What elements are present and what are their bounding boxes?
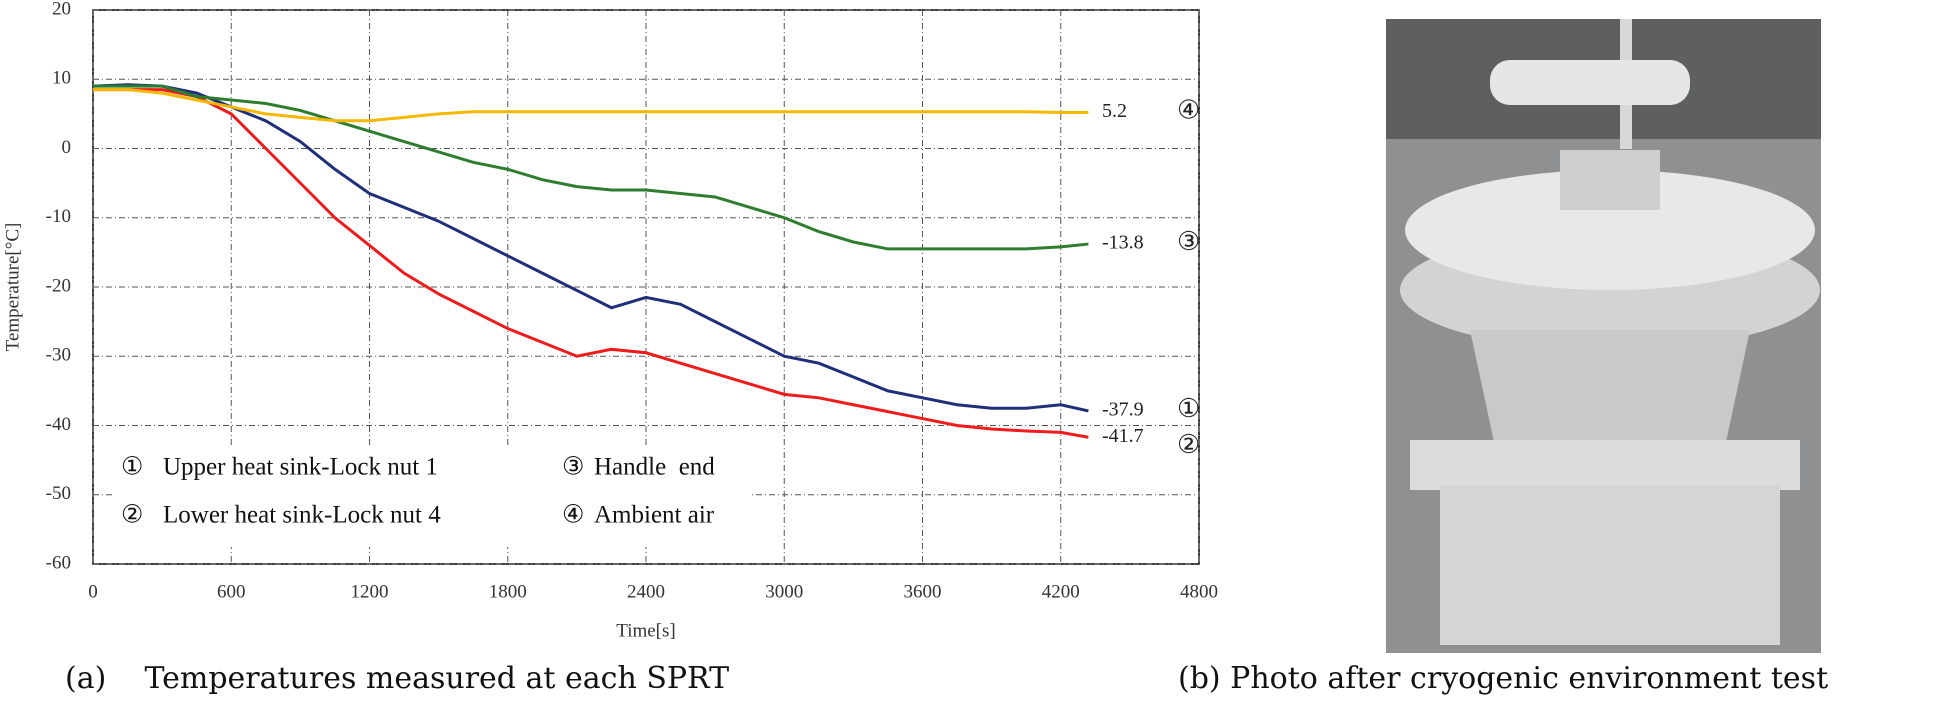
legend-label: Ambient air bbox=[594, 502, 715, 529]
legend-marker: ② bbox=[121, 502, 143, 529]
x-axis-title: Time[s] bbox=[616, 620, 675, 641]
y-tick-label: 0 bbox=[62, 137, 72, 158]
legend-label: Lower heat sink-Lock nut 4 bbox=[163, 502, 441, 529]
y-tick-label: 20 bbox=[52, 0, 71, 19]
x-tick-label: 4200 bbox=[1042, 581, 1080, 602]
x-tick-label: 4800 bbox=[1180, 581, 1218, 602]
x-tick-label: 0 bbox=[88, 581, 98, 602]
end-marker: ② bbox=[1177, 430, 1200, 459]
x-tick-label: 3000 bbox=[765, 581, 803, 602]
legend-marker: ③ bbox=[562, 454, 584, 481]
caption: (a) Temperatures measured at each SPRT bbox=[65, 661, 729, 696]
legend-label: Upper heat sink-Lock nut 1 bbox=[163, 454, 438, 481]
y-tick-label: -30 bbox=[46, 345, 71, 366]
series-line bbox=[93, 88, 1089, 123]
x-tick-label: 2400 bbox=[627, 581, 665, 602]
x-tick-label: 1200 bbox=[351, 581, 389, 602]
series-line bbox=[93, 84, 1089, 251]
legend-box bbox=[114, 445, 752, 547]
series-line bbox=[92, 83, 1089, 413]
y-tick-label: -40 bbox=[46, 414, 71, 435]
end-marker: ③ bbox=[1177, 227, 1200, 256]
x-tick-label: 600 bbox=[217, 581, 246, 602]
legend-marker: ① bbox=[121, 454, 143, 481]
end-marker: ① bbox=[1177, 394, 1200, 423]
end-label: -13.8 bbox=[1102, 232, 1144, 254]
series-line bbox=[93, 88, 1089, 439]
end-marker: ④ bbox=[1177, 95, 1200, 124]
y-tick-label: 10 bbox=[52, 68, 71, 89]
x-tick-label: 3600 bbox=[904, 581, 942, 602]
y-tick-label: -20 bbox=[46, 275, 71, 296]
legend-marker: ④ bbox=[562, 502, 584, 529]
photo bbox=[1386, 19, 1821, 653]
end-label: 5.2 bbox=[1102, 100, 1127, 122]
end-label: -41.7 bbox=[1102, 425, 1144, 447]
y-axis-title: Temperature[°C] bbox=[2, 223, 23, 352]
y-tick-label: -50 bbox=[46, 483, 71, 504]
y-tick-label: -10 bbox=[46, 206, 71, 227]
caption: (b) Photo after cryogenic environment te… bbox=[1178, 661, 1828, 696]
legend-label: Handle end bbox=[594, 454, 715, 481]
end-label: -37.9 bbox=[1102, 399, 1144, 421]
x-tick-label: 1800 bbox=[489, 581, 527, 602]
y-tick-label: -60 bbox=[46, 552, 71, 573]
